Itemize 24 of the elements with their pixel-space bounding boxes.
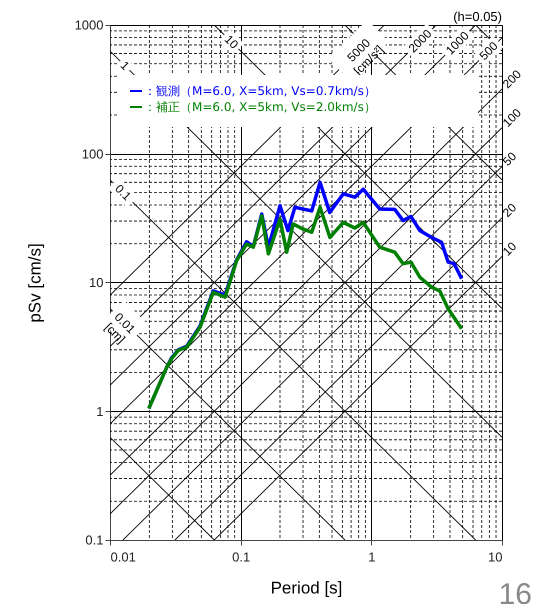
legend-label: ：観測（M=6.0, X=5km, Vs=0.7km/s）	[144, 84, 376, 98]
x-tick-label: 1	[368, 550, 376, 564]
annotation: 50	[500, 149, 520, 169]
x-tick-label: 0.1	[232, 550, 250, 564]
y-tick-label: 1	[96, 404, 104, 419]
y-tick-label: 10	[89, 275, 104, 290]
annotation: 10	[500, 239, 520, 259]
annotation: 0.1	[112, 182, 134, 204]
annotation: 500	[476, 38, 501, 63]
y-axis-title: pSv [cm/s]	[26, 243, 45, 323]
annotation: 20	[500, 200, 520, 220]
text: (h=0.05)	[453, 9, 502, 24]
legend-label: ：補正（M=6.0, X=5km, Vs=2.0km/s）	[144, 100, 376, 114]
y-tick-label: 0.1	[85, 532, 104, 548]
text: 16	[498, 578, 532, 604]
annotation: 10	[222, 32, 242, 52]
y-tick-label: 1000	[74, 18, 104, 32]
annotation: 100	[500, 106, 524, 130]
annotation: 200	[500, 66, 524, 92]
y-tick-label: 100	[82, 146, 104, 162]
x-tick-label: 10	[488, 550, 502, 564]
annotation: 1	[118, 58, 132, 74]
x-tick-label: 0.01	[110, 550, 136, 564]
x-axis-title: Period [s]	[270, 578, 342, 598]
